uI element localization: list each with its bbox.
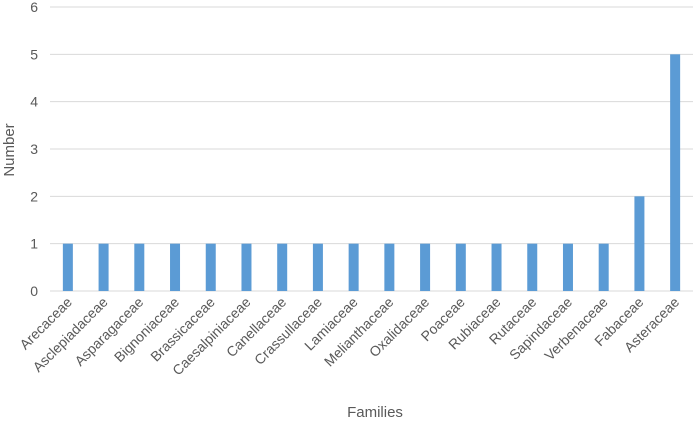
bar-canellaceae — [277, 243, 288, 291]
bar-poaceae — [455, 243, 466, 291]
bar-oxalidaceae — [420, 243, 431, 291]
y-tick-labels: 0 1 2 3 4 5 6 — [30, 0, 38, 299]
y-tick-label: 5 — [30, 46, 38, 62]
y-tick-label: 6 — [30, 0, 38, 15]
bar-rutaceae — [527, 243, 538, 291]
y-tick-label: 0 — [30, 283, 38, 299]
bar-arecaceae — [62, 243, 73, 291]
bar-melianthaceae — [384, 243, 395, 291]
y-tick-label: 1 — [30, 236, 38, 252]
y-tick-label: 4 — [30, 94, 38, 110]
bar-lamiaceae — [348, 243, 359, 291]
gridlines — [50, 6, 693, 292]
bar-brassicaceae — [205, 243, 216, 291]
bar-asclepiadaceae — [98, 243, 109, 291]
bar-asteraceae — [670, 54, 681, 292]
bars — [62, 54, 681, 292]
y-axis-title: Number — [1, 123, 18, 176]
bar-fabaceae — [634, 196, 645, 291]
x-axis-title: Families — [347, 404, 403, 421]
x-tick-labels: ArecaceaeAsclepiadaceaeAsparagaceaeBigno… — [16, 294, 682, 379]
bar-sapindaceae — [562, 243, 573, 291]
bar-crassullaceae — [312, 243, 323, 291]
y-tick-label: 2 — [30, 188, 38, 204]
bar-caesalpiniaceae — [241, 243, 252, 291]
bar-verbenaceae — [598, 243, 609, 291]
bar-bignoniaceae — [170, 243, 181, 291]
bar-rubiaceae — [491, 243, 502, 291]
bar-asparagaceae — [134, 243, 145, 291]
y-tick-label: 3 — [30, 141, 38, 157]
